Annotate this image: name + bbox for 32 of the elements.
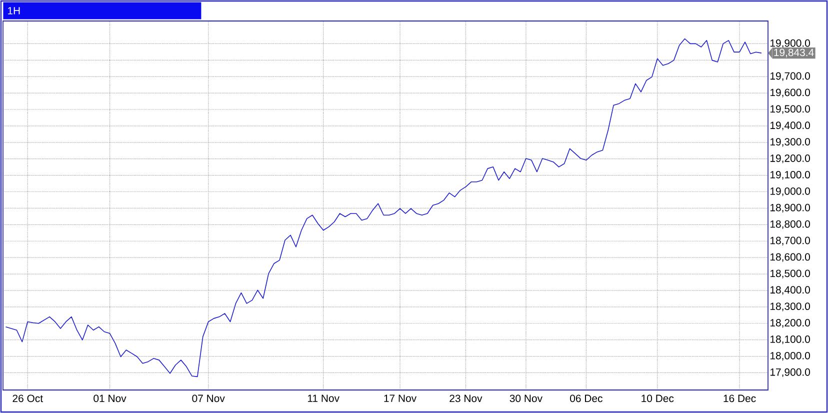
y-tick-label: 18,800.0: [770, 220, 810, 229]
x-tick-label: 01 Nov: [94, 394, 126, 402]
x-tick-label: 10 Dec: [642, 394, 674, 402]
x-tick-label: 16 Dec: [724, 394, 756, 402]
text: 19,843.4: [774, 48, 814, 58]
x-tick-label: 06 Dec: [570, 394, 602, 402]
y-tick-label: 19,400.0: [770, 122, 810, 130]
y-tick-label: 18,900.0: [770, 204, 810, 213]
y-tick-label: 19,100.0: [770, 170, 810, 180]
y-tick-label: 18,600.0: [770, 253, 810, 262]
y-tick-label: 19,200.0: [770, 154, 810, 164]
y-tick-label: 19,000.0: [770, 187, 810, 196]
y-tick-label: 18,300.0: [770, 302, 810, 312]
y-tick-label: 18,200.0: [770, 319, 810, 328]
y-tick-label: 19,600.0: [770, 88, 810, 98]
y-tick-label: 18,000.0: [770, 352, 810, 361]
y-tick-label: 19,700.0: [770, 72, 810, 81]
x-tick-label: 07 Nov: [192, 394, 225, 402]
x-tick-label: 17 Nov: [384, 394, 417, 402]
y-tick-label: 19,500.0: [770, 105, 810, 114]
x-tick-label: 26 Oct: [12, 394, 43, 402]
x-tick-label: 30 Nov: [510, 394, 542, 402]
x-tick-label: 11 Nov: [308, 394, 340, 402]
y-tick-label: 18,400.0: [770, 286, 810, 295]
x-tick-label: 23 Nov: [450, 394, 482, 402]
y-tick-label: 17,900.0: [770, 368, 810, 378]
chart-title: 1H: [8, 7, 20, 14]
y-tick-label: 18,100.0: [770, 336, 810, 344]
y-tick-label: 18,700.0: [770, 236, 810, 246]
y-tick-label: 19,300.0: [770, 138, 810, 147]
y-tick-label: 18,500.0: [770, 270, 810, 278]
y-tick-label: 19,900.0: [770, 39, 810, 48]
